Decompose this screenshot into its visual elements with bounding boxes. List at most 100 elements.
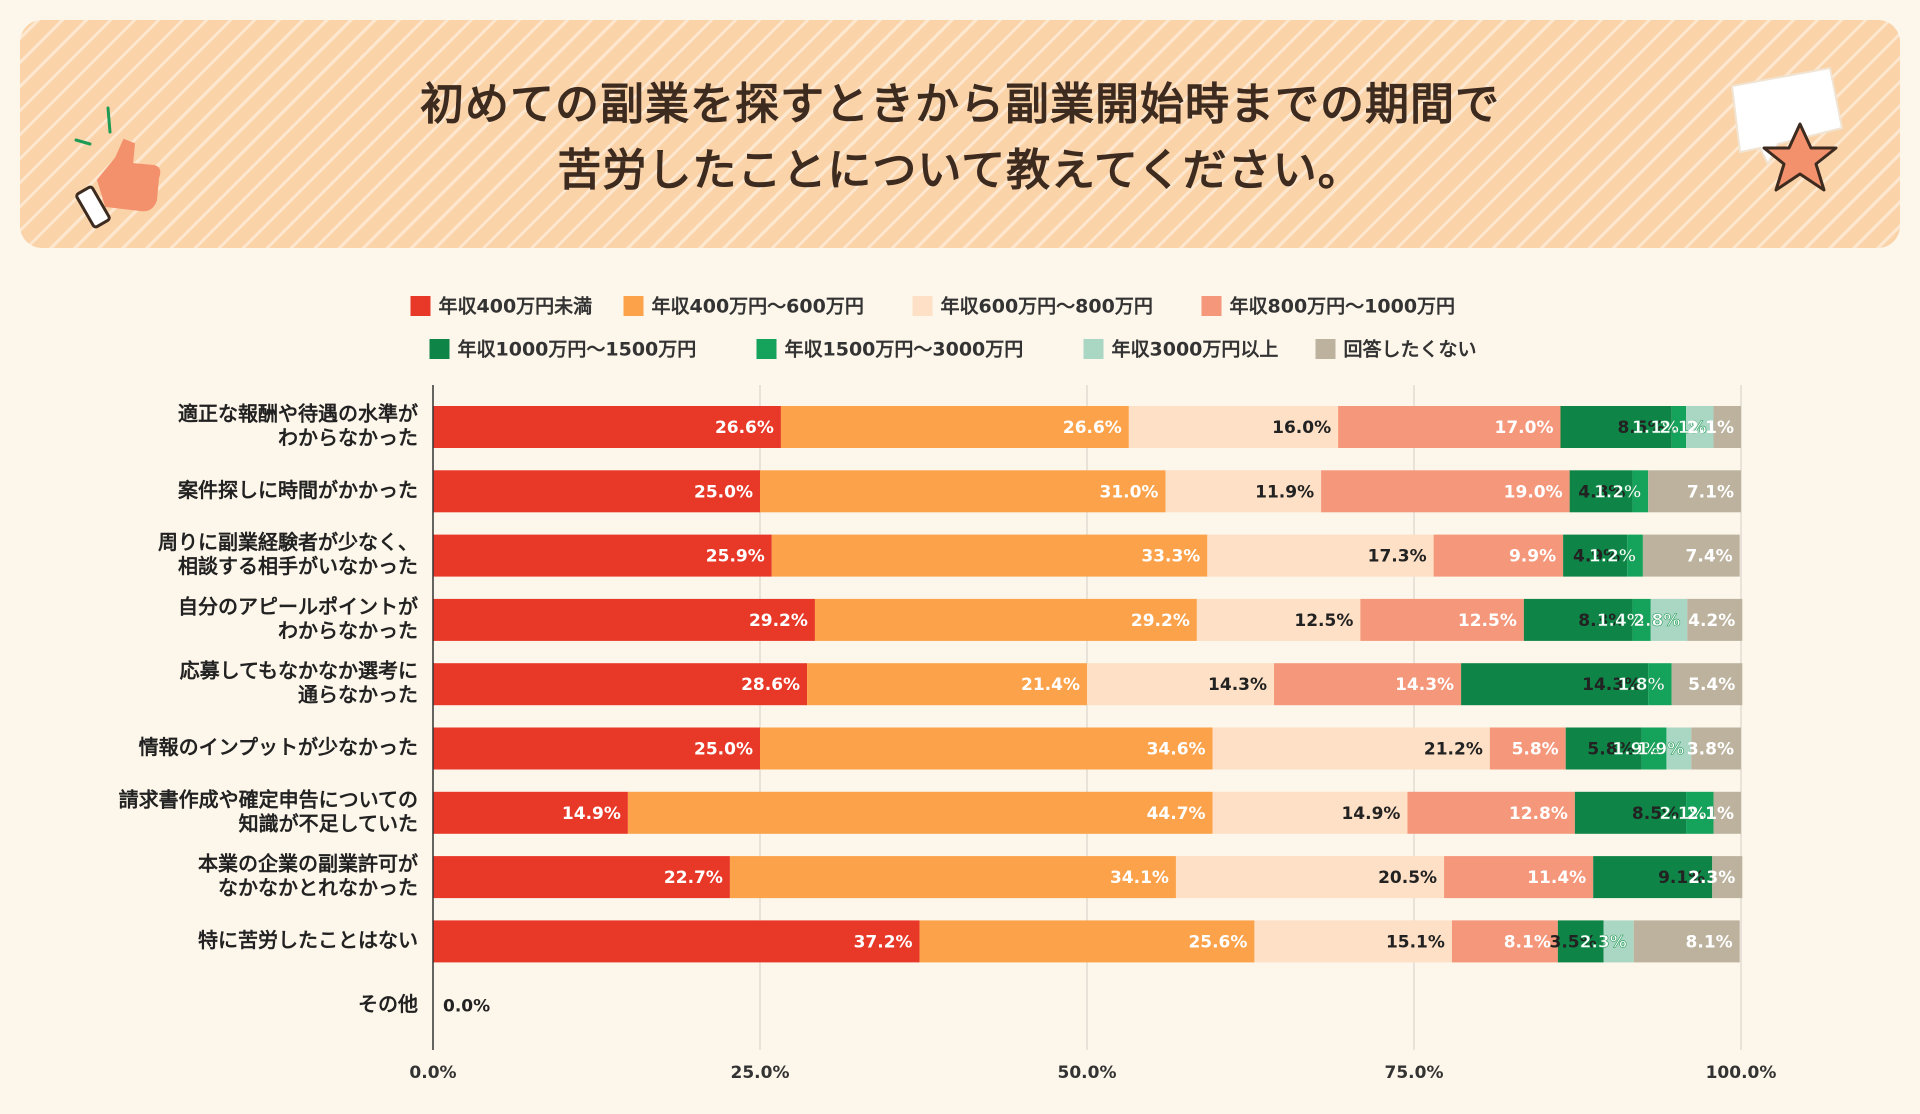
data-label: 1.9% (1612, 740, 1659, 760)
bar-segment[interactable] (1563, 534, 1628, 577)
bar-segment[interactable] (1627, 534, 1643, 577)
bar-segment[interactable] (1671, 663, 1743, 706)
bar-segment[interactable] (1087, 663, 1275, 706)
bar-segment[interactable] (1666, 727, 1692, 770)
data-label: 3.8% (1687, 740, 1734, 760)
legend-swatch[interactable] (1083, 339, 1104, 359)
bar-segment[interactable] (433, 727, 760, 770)
bar-segment[interactable] (433, 534, 772, 577)
bar-segment[interactable] (1433, 534, 1564, 577)
bar-segment[interactable] (433, 856, 730, 899)
data-label: 26.6% (1063, 418, 1122, 438)
bar-segment[interactable] (1128, 406, 1339, 448)
bar-segment[interactable] (1574, 791, 1687, 834)
bar-segment[interactable] (1254, 920, 1452, 963)
bar-segment[interactable] (1712, 856, 1743, 899)
data-label: 8.3% (1578, 611, 1625, 631)
data-label: 1.4% (1597, 611, 1644, 631)
bar-segment[interactable] (1691, 727, 1741, 770)
bar-segment[interactable] (1565, 727, 1642, 770)
bar-segment[interactable] (1212, 727, 1490, 770)
bar-segment[interactable] (433, 663, 808, 706)
data-label: 2.3% (1688, 868, 1735, 888)
data-label: 19.0% (1504, 482, 1563, 502)
category-label: 知識が不足していた (239, 811, 418, 835)
bar-segment[interactable] (760, 727, 1213, 770)
bar-segment[interactable] (1274, 663, 1462, 706)
bar-segment[interactable] (1633, 920, 1740, 963)
bar-segment[interactable] (627, 791, 1213, 834)
bar-segment[interactable] (1713, 406, 1741, 448)
bar-segment[interactable] (771, 534, 1208, 577)
bar-segment[interactable] (1451, 920, 1558, 963)
bar-segment[interactable] (1671, 406, 1687, 448)
bar-segment[interactable] (1212, 791, 1408, 834)
data-label: 2.1% (1659, 418, 1706, 438)
bar-segment[interactable] (1650, 598, 1688, 641)
bar-segment[interactable] (780, 406, 1129, 448)
bar-segment[interactable] (1642, 534, 1740, 577)
bar-segment[interactable] (1648, 470, 1741, 513)
bar-segment[interactable] (1444, 856, 1594, 899)
bar-segment[interactable] (1321, 470, 1570, 513)
bar-segment[interactable] (1165, 470, 1322, 513)
legend-swatch[interactable] (912, 296, 933, 316)
bar-segment[interactable] (1196, 598, 1361, 641)
legend-swatch[interactable] (623, 296, 644, 316)
bar-segment[interactable] (1632, 470, 1649, 513)
data-label: 4.2% (1688, 611, 1735, 631)
bar-segment[interactable] (1489, 727, 1566, 770)
bar-segment[interactable] (1461, 663, 1649, 706)
bar-segment[interactable] (1360, 598, 1524, 641)
data-label: 4.9% (1573, 547, 1620, 567)
bar-segment[interactable] (433, 598, 815, 641)
bar-segment[interactable] (1641, 727, 1667, 770)
data-label: 31.0% (1099, 482, 1158, 502)
data-label: 17.3% (1368, 547, 1427, 567)
bar-segment[interactable] (1338, 406, 1561, 448)
bar-segment[interactable] (1686, 791, 1714, 834)
data-label: 5.8% (1587, 740, 1634, 760)
data-label: 11.4% (1527, 868, 1586, 888)
bar-segment[interactable] (1523, 598, 1633, 641)
page-title: 初めての副業を探すときから副業開始時までの期間で 苦労したことについて教えてくだ… (20, 72, 1900, 204)
bar-segment[interactable] (1648, 663, 1672, 706)
bar-segment[interactable] (433, 406, 781, 448)
data-label: 17.0% (1495, 418, 1554, 438)
thumbs-up-icon (74, 106, 161, 229)
bar-segment[interactable] (919, 920, 1255, 963)
bar-segment[interactable] (1603, 920, 1634, 963)
legend-swatch[interactable] (410, 296, 431, 316)
bar-segment[interactable] (1569, 470, 1633, 513)
data-label: 0.0% (443, 997, 490, 1017)
bar-segment[interactable] (807, 663, 1087, 706)
legend-label: 年収400万円～600万円 (652, 295, 864, 318)
legend-swatch[interactable] (1201, 296, 1222, 316)
bar-segment[interactable] (760, 470, 1166, 513)
bar-segment[interactable] (433, 791, 628, 834)
data-label: 2.1% (1659, 804, 1706, 824)
bar-segment[interactable] (1632, 598, 1651, 641)
x-tick-label: 0.0% (409, 1063, 456, 1083)
bar-segment[interactable] (1557, 920, 1604, 963)
x-tick-label: 25.0% (731, 1063, 790, 1083)
bar-segment[interactable] (814, 598, 1197, 641)
bar-segment[interactable] (1560, 406, 1672, 448)
bar-segment[interactable] (1593, 856, 1713, 899)
bar-segment[interactable] (433, 470, 760, 513)
legend-swatch[interactable] (756, 339, 777, 359)
data-label: 12.5% (1458, 611, 1517, 631)
legend-swatch[interactable] (1315, 339, 1336, 359)
bar-segment[interactable] (1686, 406, 1714, 448)
data-label: 33.3% (1141, 547, 1200, 567)
bar-segment[interactable] (1407, 791, 1575, 834)
legend-swatch[interactable] (429, 339, 450, 359)
bar-segment[interactable] (1713, 791, 1741, 834)
bar-segment[interactable] (1687, 598, 1743, 641)
bar-segment[interactable] (1175, 856, 1445, 899)
bar-segment[interactable] (729, 856, 1176, 899)
data-label: 14.3% (1395, 675, 1454, 695)
bar-segment[interactable] (433, 920, 920, 963)
bar-segment[interactable] (1207, 534, 1434, 577)
category-label: 本業の企業の副業許可が (198, 852, 418, 876)
